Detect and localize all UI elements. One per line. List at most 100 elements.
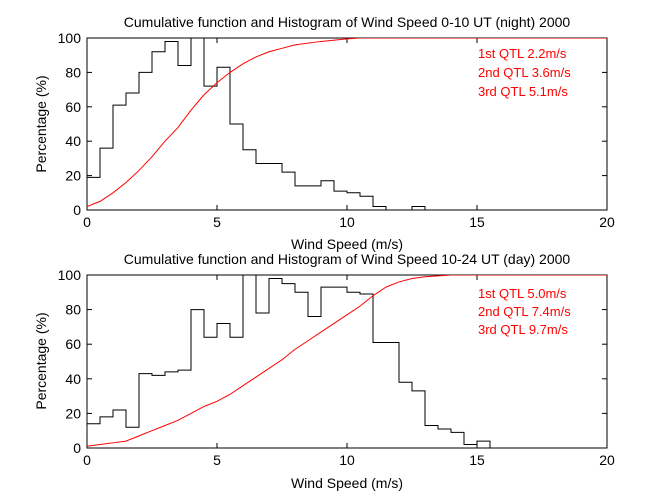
chart-night: Cumulative function and Histogram of Win… [33,14,615,252]
quantile-3-annotation: 3rd QTL 5.1m/s [478,84,568,99]
histogram-bin [282,284,295,448]
histogram-bin [178,66,191,210]
y-tick-label: 100 [58,267,82,283]
histogram-bin [399,382,412,448]
histogram-bin [334,287,347,448]
histogram-bin [295,292,308,448]
ticks: 0 5 10 15 20 0 20 40 60 80 100 [58,267,615,468]
histogram-bin [152,375,165,448]
histogram-bin [217,323,230,448]
histogram-bin [191,310,204,448]
x-tick-label: 15 [469,452,485,468]
x-axis-label: Wind Speed (m/s) [291,475,403,491]
x-axis-label: Wind Speed (m/s) [291,236,403,252]
y-tick-label: 60 [65,336,81,352]
quantile-1-annotation: 1st QTL 5.0m/s [478,286,567,301]
histogram-bin [113,105,126,210]
histogram-bin [217,67,230,210]
histogram-series [87,275,491,448]
histogram-bin [269,278,282,448]
x-tick-label: 0 [83,452,91,468]
y-tick-label: 80 [65,64,81,80]
cumulative-line [87,275,607,447]
y-tick-label: 20 [65,168,81,184]
histogram-bin [360,294,373,448]
series-clip-group [87,275,607,448]
histogram-bin [295,186,308,210]
histogram-bin [282,172,295,210]
quantile-2-annotation: 2nd QTL 3.6m/s [478,65,571,80]
histogram-bin [243,275,256,448]
histogram-bin [347,193,360,210]
histogram-outline [87,275,491,448]
histogram-bin [334,191,347,210]
y-tick-label: 20 [65,405,81,421]
y-axis-label: Percentage (%) [33,75,49,172]
x-tick-label: 15 [469,214,485,230]
histogram-bin [139,72,152,210]
histogram-bin [438,429,451,448]
histogram-bin [87,177,100,210]
histogram-bin [347,292,360,448]
x-tick-label: 5 [213,214,221,230]
y-tick-label: 40 [65,133,81,149]
histogram-bin [204,86,217,210]
cumulative-line [87,38,607,208]
histogram-bin [373,342,386,448]
x-tick-label: 10 [339,214,355,230]
histogram-bin [269,164,282,210]
histogram-bin [126,427,139,448]
x-tick-label: 5 [213,452,221,468]
histogram-bin [321,287,334,448]
histogram-bin [165,372,178,448]
histogram-bin [256,164,269,210]
x-tick-label: 20 [599,452,615,468]
x-tick-label: 0 [83,214,91,230]
histogram-bin [100,148,113,210]
chart-title: Cumulative function and Histogram of Win… [124,251,571,267]
x-tick-label: 20 [599,214,615,230]
histogram-bin [412,207,425,210]
histogram-bin [191,38,204,210]
histogram-bin [139,374,152,448]
chart-title: Cumulative function and Histogram of Win… [124,14,571,30]
series-group [87,275,607,448]
histogram-bin [152,52,165,210]
histogram-bin [464,445,477,448]
histogram-series [87,38,438,210]
histogram-outline [87,38,438,210]
histogram-bin [165,41,178,210]
series-group [87,38,607,210]
quantile-3-annotation: 3rd QTL 9.7m/s [478,322,568,337]
y-tick-label: 0 [73,440,81,456]
histogram-bin [126,93,139,210]
chart-day: Cumulative function and Histogram of Win… [33,251,615,491]
histogram-bin [243,150,256,210]
axes-frame [86,37,608,211]
histogram-bin [451,432,464,448]
y-tick-label: 80 [65,302,81,318]
histogram-bin [230,124,243,210]
histogram-bin [373,207,386,210]
histogram-bin [321,181,334,210]
quantile-1-annotation: 1st QTL 2.2m/s [478,46,567,61]
series-clip-group [87,38,607,210]
y-tick-label: 40 [65,371,81,387]
histogram-bin [256,313,269,448]
histogram-bin [178,370,191,448]
plot-area [86,37,608,211]
quantile-2-annotation: 2nd QTL 7.4m/s [478,304,571,319]
x-tick-label: 10 [339,452,355,468]
histogram-bin [308,186,321,210]
y-tick-label: 0 [73,202,81,218]
y-axis-label: Percentage (%) [33,312,49,409]
histogram-bin [425,426,438,448]
y-tick-label: 60 [65,99,81,115]
histogram-bin [412,391,425,448]
histogram-bin [386,342,399,448]
y-tick-label: 100 [58,30,82,46]
histogram-bin [204,337,217,448]
histogram-bin [477,441,490,448]
ticks: 0 5 10 15 20 0 20 40 60 80 100 [58,30,615,230]
